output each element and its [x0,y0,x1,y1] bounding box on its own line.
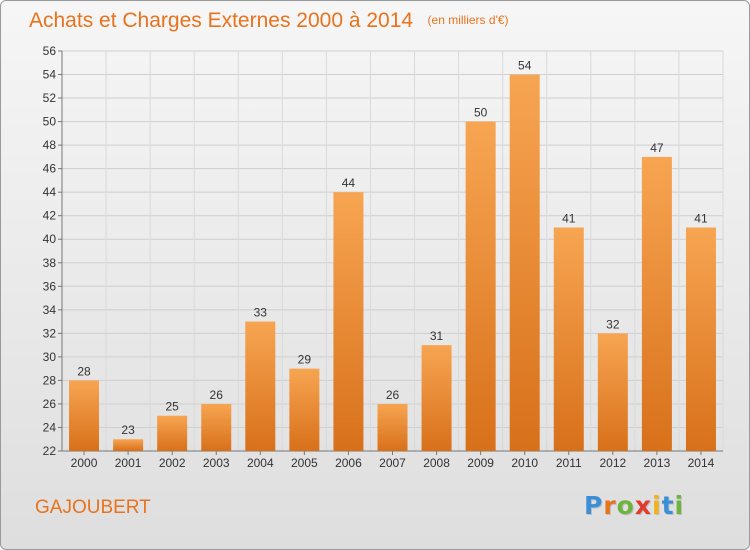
chart-subtitle: (en milliers d'€) [427,13,509,27]
x-tick-label: 2009 [467,456,494,470]
y-tick-label: 56 [43,44,57,58]
y-tick-label: 44 [43,185,57,199]
brand-letter: x [634,491,652,520]
bar-2010 [509,74,540,451]
bar-2006 [333,192,364,452]
x-tick-label: 2003 [203,456,230,470]
bar-2012 [597,333,628,451]
data-label-2012: 32 [606,317,620,331]
y-tick-label: 32 [43,326,57,340]
brand-letter: r [603,491,617,520]
bar-2007 [377,403,408,451]
chart-title: Achats et Charges Externes 2000 à 2014 [29,9,414,32]
axes: 22 24 26 28 30 32 34 36 38 40 42 44 46 48 50 52 54 56 2000… [43,44,723,470]
x-tick-label: 2004 [247,456,274,470]
y-tick-label: 30 [43,350,57,364]
bar-2000 [69,380,100,451]
commune-name: GAJOUBERT [35,497,151,518]
data-label-2011: 41 [562,211,576,225]
x-tick-label: 2014 [688,456,715,470]
y-tick-label: 40 [43,232,57,246]
bar-2002 [157,415,188,451]
data-label-2006: 44 [342,176,356,190]
brand-letter: o [616,491,635,520]
y-tick-label: 54 [43,68,57,82]
x-tick-label: 2001 [115,456,142,470]
data-label-2007: 26 [386,388,400,402]
x-tick-label: 2006 [335,456,362,470]
data-label-2008: 31 [430,329,444,343]
y-tick-label: 48 [43,138,57,152]
data-label-2004: 33 [254,306,268,320]
brand-logo: Proxiti [584,491,684,520]
y-tick-label: 36 [43,279,57,293]
brand-letter: i [674,491,685,520]
y-tick-label: 34 [43,303,57,317]
x-tick-label: 2013 [644,456,671,470]
bar-2009 [465,121,496,452]
y-tick-label: 42 [43,209,57,223]
bars [69,74,716,452]
brand-letter: t [661,491,675,520]
data-label-2005: 29 [298,353,312,367]
data-label-2010: 54 [518,59,532,73]
y-tick-label: 50 [43,115,57,129]
bar-2001 [113,439,144,451]
bar-2008 [421,345,452,451]
x-tick-label: 2008 [423,456,450,470]
y-tick-label: 28 [43,373,57,387]
y-tick-label: 22 [43,444,57,458]
bar-2003 [201,403,232,451]
y-tick-label: 24 [43,420,57,434]
data-labels: 28 23 25 26 33 29 44 26 31 50 54 41 32 47 41 [77,59,708,438]
data-label-2014: 41 [694,211,708,225]
y-tick-label: 52 [43,91,57,105]
y-tick-label: 38 [43,256,57,270]
y-tick-label: 26 [43,397,57,411]
data-label-2000: 28 [77,364,91,378]
data-label-2003: 26 [210,388,224,402]
brand-letter: i [652,491,662,520]
bar-2005 [289,368,320,451]
bar-2011 [553,227,584,451]
x-tick-label: 2010 [511,456,538,470]
brand-letter: P [584,491,604,520]
data-label-2001: 23 [121,423,135,437]
x-tick-label: 2000 [71,456,98,470]
x-tick-label: 2012 [599,456,626,470]
x-tick-label: 2011 [556,456,582,470]
title-row: Achats et Charges Externes 2000 à 2014 (… [29,9,509,33]
data-label-2002: 25 [165,400,179,414]
bar-2004 [245,321,276,451]
data-label-2009: 50 [474,106,488,120]
x-tick-label: 2005 [291,456,318,470]
x-tick-label: 2002 [159,456,186,470]
bar-2014 [685,227,716,451]
bar-2013 [641,156,672,451]
y-tick-label: 46 [43,162,57,176]
data-label-2013: 47 [650,141,664,155]
x-tick-label: 2007 [379,456,406,470]
